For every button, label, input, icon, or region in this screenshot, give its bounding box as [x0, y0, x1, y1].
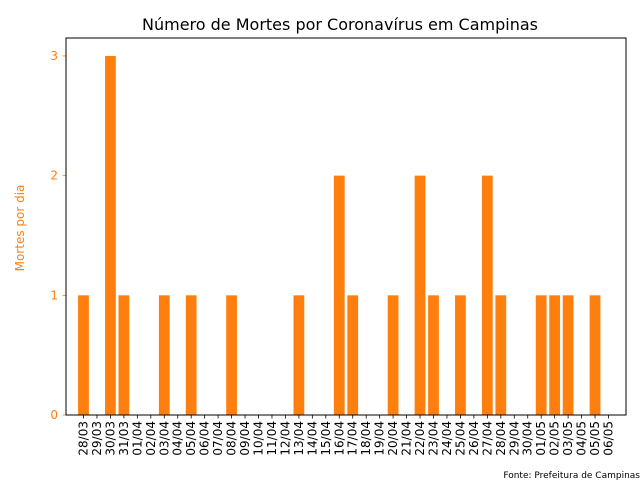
bar-03-05 [562, 295, 574, 415]
bar-05-04 [185, 295, 197, 415]
y-tick-label: 0 [50, 408, 58, 422]
bar-02-05 [549, 295, 561, 415]
x-tick-label: 03/05 [561, 421, 575, 456]
x-tick-label: 02/04 [144, 421, 158, 456]
x-tick-label: 21/04 [400, 421, 414, 456]
x-tick-label: 05/04 [184, 421, 198, 456]
bars-group [78, 55, 601, 415]
x-tick-label: 17/04 [346, 421, 360, 456]
x-tick-label: 26/04 [467, 421, 481, 456]
x-tick-label: 27/04 [480, 421, 494, 456]
x-tick-label: 23/04 [427, 421, 441, 456]
chart-title: Número de Mortes por Coronavírus em Camp… [142, 15, 538, 34]
bar-28-03 [78, 295, 89, 415]
x-tick-label: 08/04 [225, 421, 239, 456]
x-tick-label: 30/04 [521, 421, 535, 456]
x-tick-label: 06/04 [198, 421, 212, 456]
x-tick-label: 15/04 [319, 421, 333, 456]
x-axis-ticks: 28/03 29/03 30/03 31/03 01/04 02/04 03/04 04/04… [77, 415, 616, 456]
y-tick-label: 1 [50, 288, 58, 302]
x-tick-label: 29/03 [90, 421, 104, 456]
x-tick-label: 07/04 [211, 421, 225, 456]
y-tick-label: 2 [50, 169, 58, 183]
x-tick-label: 20/04 [386, 421, 400, 456]
x-tick-label: 06/05 [602, 421, 616, 456]
x-tick-label: 01/04 [130, 421, 144, 456]
bar-30-03 [105, 55, 116, 415]
x-tick-label: 31/03 [117, 421, 131, 456]
x-tick-label: 09/04 [238, 421, 252, 456]
bar-13-04 [293, 295, 305, 415]
x-tick-label: 22/04 [413, 421, 427, 456]
source-note: Fonte: Prefeitura de Campinas [503, 471, 640, 480]
bar-17-04 [347, 295, 359, 415]
bar-23-04 [428, 295, 439, 415]
x-tick-label: 25/04 [453, 421, 467, 456]
x-tick-label: 12/04 [278, 421, 292, 456]
bar-27-04 [481, 175, 493, 415]
x-tick-label: 30/03 [103, 421, 117, 456]
y-axis-ticks: 0 1 2 3 [50, 49, 66, 422]
x-tick-label: 02/05 [548, 421, 562, 456]
x-tick-label: 28/03 [77, 421, 91, 456]
x-tick-label: 18/04 [359, 421, 373, 456]
bar-28-04 [495, 295, 507, 415]
x-tick-label: 11/04 [265, 421, 279, 456]
bar-31-03 [118, 295, 130, 415]
y-tick-label: 3 [50, 49, 58, 63]
x-tick-label: 10/04 [252, 421, 266, 456]
x-tick-label: 04/04 [171, 421, 185, 456]
bar-25-04 [455, 295, 466, 415]
x-tick-label: 24/04 [440, 421, 454, 456]
x-tick-label: 19/04 [373, 421, 387, 456]
bar-03-04 [158, 295, 170, 415]
bar-08-04 [226, 295, 237, 415]
x-tick-label: 04/05 [575, 421, 589, 456]
y-axis-label: Mortes por dia [13, 185, 27, 272]
x-tick-label: 03/04 [157, 421, 171, 456]
x-tick-label: 05/05 [588, 421, 602, 456]
x-tick-label: 14/04 [305, 421, 319, 456]
x-tick-label: 28/04 [494, 421, 508, 456]
plot-frame [65, 37, 627, 416]
x-tick-label: 16/04 [332, 421, 346, 456]
x-tick-label: 01/05 [534, 421, 548, 456]
bar-22-04 [414, 175, 426, 415]
bar-20-04 [387, 295, 399, 415]
bar-16-04 [333, 175, 345, 415]
x-tick-label: 29/04 [507, 421, 521, 456]
bar-05-05 [589, 295, 601, 415]
x-tick-label: 13/04 [292, 421, 306, 456]
bar-01-05 [535, 295, 547, 415]
